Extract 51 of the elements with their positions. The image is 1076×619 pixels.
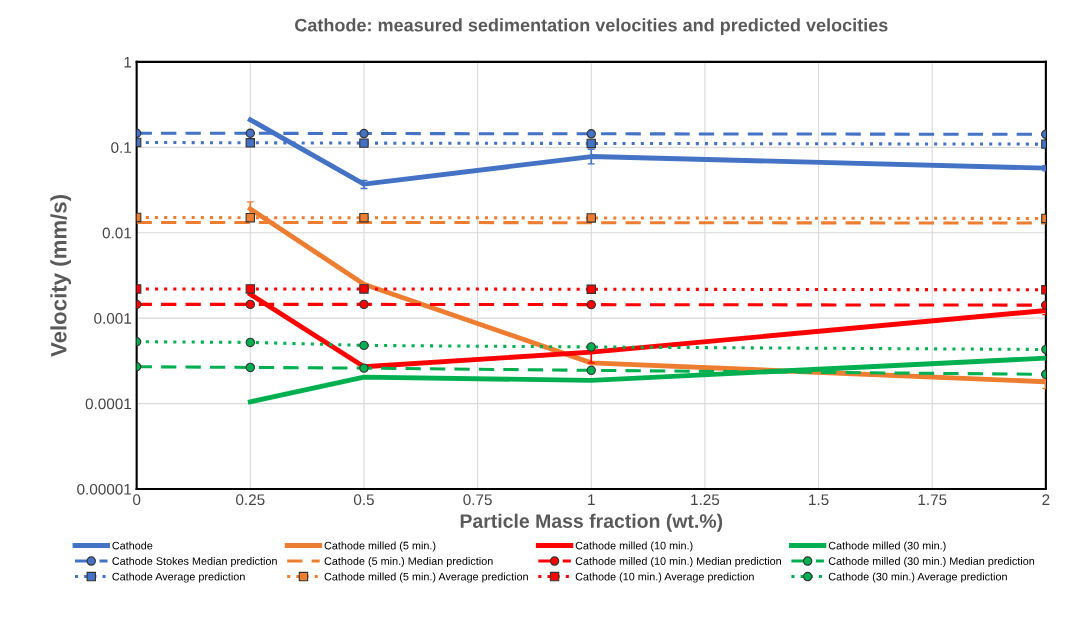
- point: [586, 365, 596, 376]
- x-axis-title: Particle Mass fraction (wt.%): [460, 513, 723, 532]
- y-tick-label: 0.1: [111, 142, 132, 154]
- legend-label: Cathode: [112, 541, 153, 550]
- point: [359, 363, 369, 373]
- point: [245, 284, 256, 294]
- legend-label: Cathode milled (5 min.): [324, 541, 436, 552]
- point: [359, 340, 369, 351]
- point: [359, 138, 369, 148]
- x-tick-label: 2: [1042, 494, 1050, 505]
- legend-label: Cathode milled (30 min.): [828, 541, 946, 552]
- point: [245, 138, 256, 148]
- legend-label: Cathode milled (30 min.) Median prediction: [828, 556, 1035, 568]
- y-tick-label: 0.00001: [77, 483, 132, 495]
- legend-label: Cathode Stokes Median prediction: [112, 556, 277, 568]
- x-tick-label: 0: [133, 494, 141, 506]
- legend-label: Cathode Average prediction: [112, 572, 245, 583]
- point: [245, 299, 256, 310]
- y-tick-label: 0.001: [94, 313, 132, 324]
- legend-label: Cathode milled (10 min.): [575, 541, 693, 552]
- point: [245, 337, 256, 348]
- y-axis-title: Velocity (mm/s): [50, 195, 72, 357]
- point: [245, 362, 256, 373]
- point: [245, 128, 256, 139]
- point: [586, 213, 596, 223]
- x-tick-label: 0.75: [463, 494, 492, 506]
- point: [359, 128, 369, 139]
- point: [586, 342, 596, 352]
- point: [586, 284, 596, 294]
- legend-label: Cathode milled (10 min.) Median prediction: [575, 556, 781, 568]
- x-tick-label: 1.75: [918, 494, 947, 506]
- point: [586, 299, 596, 310]
- y-tick-label: 1: [124, 56, 132, 68]
- point: [359, 284, 369, 294]
- legend-label: Cathode (30 min.) Average prediction: [828, 572, 1007, 583]
- x-tick-label: 1.5: [809, 494, 829, 506]
- point: [586, 129, 596, 139]
- point: [586, 138, 596, 149]
- legend-label: Cathode (10 min.) Average prediction: [575, 572, 754, 583]
- x-tick-label: 1: [588, 494, 595, 505]
- x-tick-label: 1.25: [691, 494, 720, 506]
- y-tick-label: 0.0001: [85, 398, 132, 410]
- chart-title: Cathode: measured sedimentation velocities and predicted velocities: [295, 18, 888, 36]
- point: [245, 212, 256, 223]
- x-tick-label: 0.5: [353, 494, 374, 506]
- y-tick-label: 0.01: [102, 227, 132, 239]
- legend-label: Cathode milled (5 min.) Average prediction: [324, 572, 528, 583]
- point: [359, 212, 369, 223]
- x-tick-label: 0.25: [236, 494, 265, 506]
- legend-label: Cathode (5 min.) Median prediction: [324, 556, 493, 568]
- point: [359, 299, 369, 310]
